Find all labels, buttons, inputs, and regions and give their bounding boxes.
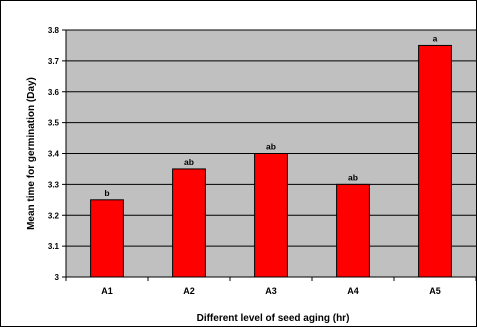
y-tick-labels: 3 3.1 3.2 3.3 3.4 3.5 3.6 3.7 3.8 — [48, 26, 60, 282]
y-tick-label: 3.5 — [48, 119, 60, 128]
x-tick-label-a1: A1 — [101, 286, 113, 296]
bar-a2 — [172, 168, 206, 278]
y-tick-label: 3.2 — [48, 211, 60, 220]
data-label-a1: b — [104, 188, 109, 198]
x-tick-label-a4: A4 — [347, 286, 359, 296]
x-tick-label-a3: A3 — [265, 286, 277, 296]
y-tick-label: 3.1 — [48, 242, 60, 251]
y-tick-label: 3.3 — [48, 180, 60, 189]
y-tick-label: 3.7 — [48, 57, 60, 66]
y-tick-label: 3 — [55, 273, 60, 282]
y-axis-title: Mean time for germination (Day) — [26, 77, 37, 230]
x-axis-title: Different level of seed aging (hr) — [197, 313, 350, 324]
x-tick-labels: A1 A2 A3 A4 A5 — [101, 286, 441, 296]
y-tick-label: 3.4 — [48, 150, 60, 159]
data-label-a3: ab — [266, 142, 276, 152]
data-labels: b ab ab ab a — [104, 33, 437, 197]
x-tick-label-a5: A5 — [429, 286, 441, 296]
y-tick-label: 3.6 — [48, 88, 60, 97]
data-label-a5: a — [433, 33, 438, 43]
bar-a5 — [418, 44, 452, 278]
data-label-a2: ab — [184, 157, 194, 167]
bar-a4 — [336, 183, 370, 278]
data-label-a4: ab — [348, 172, 358, 182]
bar-a1 — [90, 199, 124, 278]
axes — [65, 30, 476, 278]
x-tick-label-a2: A2 — [183, 286, 195, 296]
y-tick-label: 3.8 — [48, 26, 60, 35]
bar-a3 — [254, 153, 288, 278]
